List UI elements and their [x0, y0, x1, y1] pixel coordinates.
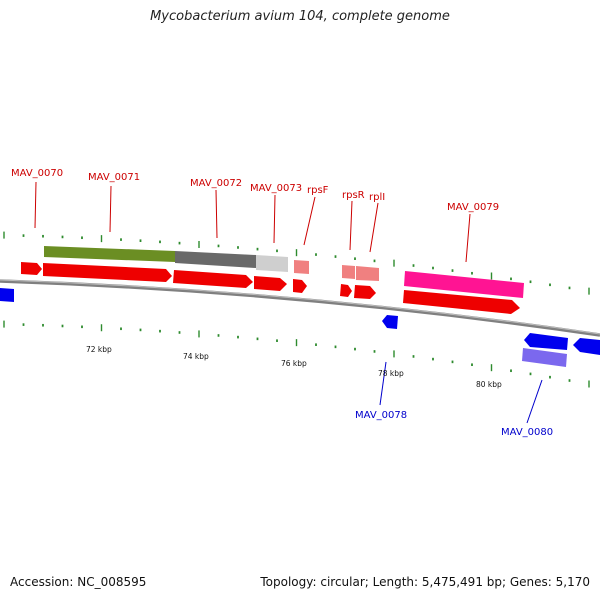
- cds-reverse-arrow[interactable]: [382, 315, 398, 329]
- hit-bar-gray[interactable]: [175, 251, 256, 268]
- gene-label[interactable]: MAV_0071: [88, 172, 140, 183]
- cds-reverse-arrow[interactable]: [524, 333, 568, 350]
- scale-label: 80 kbp: [476, 380, 502, 389]
- inner-tick-track: [3, 320, 590, 388]
- gene-label[interactable]: rpsR: [342, 190, 365, 201]
- gene-label[interactable]: MAV_0070: [11, 168, 63, 179]
- hit-bar-pink-rpsf[interactable]: [294, 260, 309, 274]
- reverse-leader-lines: [379, 361, 543, 424]
- scale-label: 76 kbp: [281, 359, 307, 368]
- gene-label[interactable]: MAV_0078: [355, 410, 407, 421]
- gene-label[interactable]: rplI: [369, 192, 385, 203]
- gene-leader-lines: [34, 181, 471, 263]
- cds-forward-arrow[interactable]: [254, 276, 287, 291]
- gene-label[interactable]: MAV_0080: [501, 427, 553, 438]
- outer-tick-track: [3, 231, 590, 295]
- scale-label: 78 kbp: [378, 369, 404, 378]
- gene-label[interactable]: MAV_0072: [190, 178, 242, 189]
- gene-label[interactable]: MAV_0079: [447, 202, 499, 213]
- gene-label[interactable]: rpsF: [307, 185, 329, 196]
- accession-text: Accession: NC_008595: [10, 575, 147, 589]
- cds-forward-arrow[interactable]: [21, 262, 42, 275]
- scale-label: 72 kbp: [86, 345, 112, 354]
- hit-bar-lightgray[interactable]: [256, 255, 288, 272]
- genome-backbone: [0, 279, 600, 337]
- cds-forward-arrow[interactable]: [340, 284, 352, 297]
- topology-text: Topology: circular; Length: 5,475,491 bp…: [260, 575, 590, 589]
- gene-label[interactable]: MAV_0073: [250, 183, 302, 194]
- hit-bar-olive[interactable]: [44, 246, 175, 262]
- cds-forward-arrow[interactable]: [293, 279, 307, 293]
- hit-bar-purple[interactable]: [522, 348, 567, 367]
- cds-forward-arrow[interactable]: [43, 263, 172, 282]
- cds-forward-arrow[interactable]: [354, 285, 376, 299]
- cds-forward-arrow[interactable]: [173, 270, 253, 288]
- cds-reverse-arrow[interactable]: [573, 338, 600, 355]
- genome-backbone-highlight: [0, 279, 600, 335]
- scale-label: 74 kbp: [183, 352, 209, 361]
- hit-bar-pink-rpsr[interactable]: [342, 265, 355, 279]
- hit-bar-pink-rpli[interactable]: [356, 266, 379, 281]
- map-title: Mycobacterium avium 104, complete genome: [150, 9, 450, 24]
- cds-reverse-arrow[interactable]: [0, 288, 14, 302]
- hit-bar-magenta[interactable]: [404, 271, 524, 298]
- cds-forward-arrow[interactable]: [403, 290, 520, 314]
